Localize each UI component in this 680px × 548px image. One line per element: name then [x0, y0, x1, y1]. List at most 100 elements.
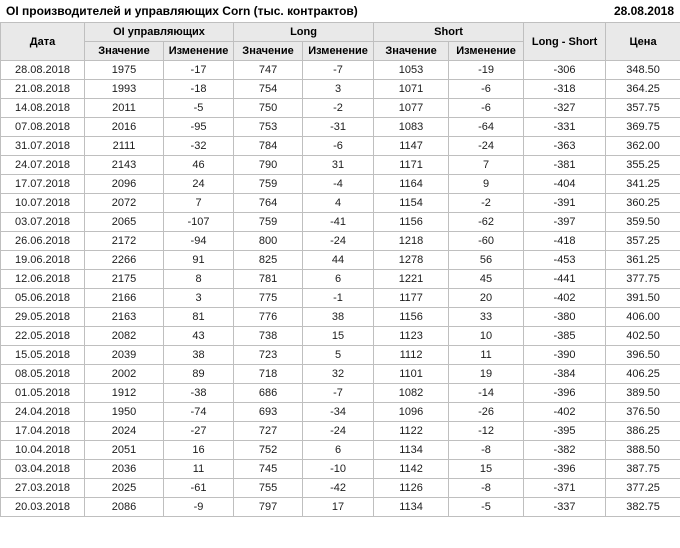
cell-short-value: 1177 — [373, 288, 450, 308]
cell-date: 05.06.2018 — [0, 288, 85, 308]
cell-long-short: -371 — [523, 478, 607, 498]
cell-short-change: -6 — [448, 79, 525, 99]
table-row: 21.08.2018 1993 -18 754 3 1071 -6 -318 3… — [0, 79, 680, 99]
cell-long-value: 776 — [233, 307, 304, 327]
cell-date: 17.04.2018 — [0, 421, 85, 441]
cell-long-value: 790 — [233, 155, 304, 175]
cell-price: 406.25 — [605, 364, 680, 384]
cell-oi-value: 2143 — [84, 155, 164, 175]
cell-short-value: 1082 — [373, 383, 450, 403]
cell-long-short: -390 — [523, 345, 607, 365]
cell-long-short: -402 — [523, 402, 607, 422]
cell-price: 376.50 — [605, 402, 680, 422]
cell-long-change: -1 — [302, 288, 375, 308]
cell-long-value: 759 — [233, 174, 304, 194]
cell-long-change: 6 — [302, 269, 375, 289]
cell-long-short: -396 — [523, 459, 607, 479]
cell-date: 20.03.2018 — [0, 497, 85, 517]
cell-long-value: 747 — [233, 60, 304, 80]
cell-oi-value: 2025 — [84, 478, 164, 498]
cell-date: 22.05.2018 — [0, 326, 85, 346]
cell-oi-value: 1950 — [84, 402, 164, 422]
cot-table: Дата OI управляющих Long Short Long - Sh… — [0, 22, 680, 517]
cell-date: 15.05.2018 — [0, 345, 85, 365]
cell-short-change: 11 — [448, 345, 525, 365]
cell-oi-change: 8 — [162, 269, 235, 289]
cell-long-short: -318 — [523, 79, 607, 99]
cell-oi-change: 91 — [162, 250, 235, 270]
cell-oi-value: 1912 — [84, 383, 164, 403]
title-bar: OI производителей и управляющих Corn (ты… — [0, 0, 680, 22]
cell-short-value: 1218 — [373, 231, 450, 251]
cell-price: 369.75 — [605, 117, 680, 137]
cell-date: 12.06.2018 — [0, 269, 85, 289]
cell-short-change: -8 — [448, 440, 525, 460]
cell-long-change: -34 — [302, 402, 375, 422]
table-row: 26.06.2018 2172 -94 800 -24 1218 -60 -41… — [0, 231, 680, 251]
cell-long-change: -41 — [302, 212, 375, 232]
cell-short-change: 9 — [448, 174, 525, 194]
table-row: 17.07.2018 2096 24 759 -4 1164 9 -404 34… — [0, 174, 680, 194]
cell-date: 29.05.2018 — [0, 307, 85, 327]
cell-date: 26.06.2018 — [0, 231, 85, 251]
cell-price: 359.50 — [605, 212, 680, 232]
cell-long-change: -10 — [302, 459, 375, 479]
cell-oi-change: 11 — [162, 459, 235, 479]
cell-long-value: 745 — [233, 459, 304, 479]
cell-price: 406.00 — [605, 307, 680, 327]
cell-long-short: -331 — [523, 117, 607, 137]
cell-short-value: 1053 — [373, 60, 450, 80]
cell-short-change: 7 — [448, 155, 525, 175]
cell-date: 21.08.2018 — [0, 79, 85, 99]
cell-short-value: 1221 — [373, 269, 450, 289]
cell-long-change: 4 — [302, 193, 375, 213]
sub-header-long-value: Значение — [233, 41, 304, 61]
cell-date: 01.05.2018 — [0, 383, 85, 403]
cell-long-value: 750 — [233, 98, 304, 118]
cell-short-value: 1071 — [373, 79, 450, 99]
cell-short-change: -19 — [448, 60, 525, 80]
cell-short-value: 1156 — [373, 307, 450, 327]
cell-price: 357.25 — [605, 231, 680, 251]
sub-header-oi-value: Значение — [84, 41, 164, 61]
cell-oi-change: 89 — [162, 364, 235, 384]
cell-long-short: -306 — [523, 60, 607, 80]
table-body: 28.08.2018 1975 -17 747 -7 1053 -19 -306… — [0, 60, 680, 517]
cell-price: 387.75 — [605, 459, 680, 479]
cell-long-short: -391 — [523, 193, 607, 213]
cell-oi-change: 38 — [162, 345, 235, 365]
cell-oi-change: -17 — [162, 60, 235, 80]
cell-oi-change: -9 — [162, 497, 235, 517]
cell-short-value: 1142 — [373, 459, 450, 479]
cell-long-change: 44 — [302, 250, 375, 270]
cell-long-value: 752 — [233, 440, 304, 460]
cell-long-short: -441 — [523, 269, 607, 289]
cell-oi-value: 2096 — [84, 174, 164, 194]
cell-short-value: 1171 — [373, 155, 450, 175]
cell-long-value: 693 — [233, 402, 304, 422]
cell-short-change: 19 — [448, 364, 525, 384]
cell-short-value: 1164 — [373, 174, 450, 194]
cell-long-change: -42 — [302, 478, 375, 498]
cell-long-short: -402 — [523, 288, 607, 308]
cell-oi-value: 2039 — [84, 345, 164, 365]
header-row-subs: Значение Изменение Значение Изменение Зн… — [1, 41, 680, 61]
col-group-long: Long — [233, 22, 375, 42]
cell-oi-change: -5 — [162, 98, 235, 118]
report-date: 28.08.2018 — [613, 4, 674, 18]
cell-oi-change: 7 — [162, 193, 235, 213]
cell-long-change: -2 — [302, 98, 375, 118]
cell-long-change: 17 — [302, 497, 375, 517]
cell-date: 31.07.2018 — [0, 136, 85, 156]
cell-oi-value: 2111 — [84, 136, 164, 156]
cell-short-change: 15 — [448, 459, 525, 479]
cell-long-change: 6 — [302, 440, 375, 460]
table-row: 28.08.2018 1975 -17 747 -7 1053 -19 -306… — [0, 60, 680, 80]
table-row: 12.06.2018 2175 8 781 6 1221 45 -441 377… — [0, 269, 680, 289]
table-row: 31.07.2018 2111 -32 784 -6 1147 -24 -363… — [0, 136, 680, 156]
table-header: Дата OI управляющих Long Short Long - Sh… — [0, 22, 680, 61]
cell-oi-value: 2172 — [84, 231, 164, 251]
cell-price: 360.25 — [605, 193, 680, 213]
cell-oi-value: 2051 — [84, 440, 164, 460]
col-header-date: Дата — [0, 22, 85, 61]
